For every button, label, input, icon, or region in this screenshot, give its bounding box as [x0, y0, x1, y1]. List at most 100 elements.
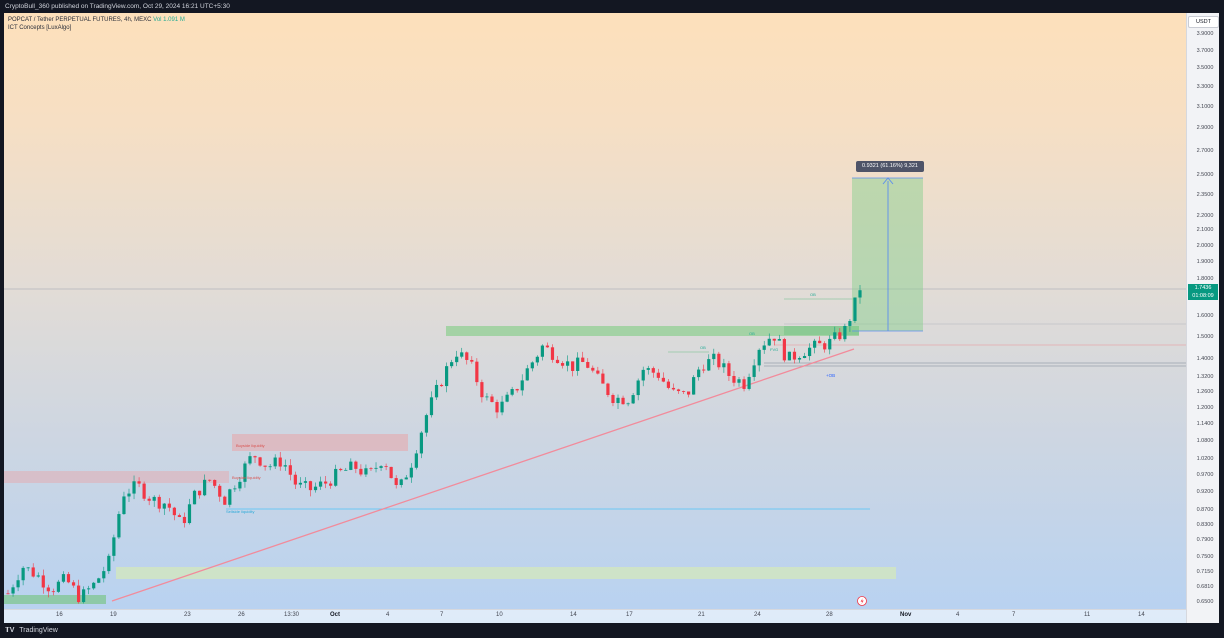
- candle-body[interactable]: [545, 345, 550, 348]
- candle-body[interactable]: [439, 384, 444, 387]
- candle-body[interactable]: [646, 368, 650, 370]
- candle-body[interactable]: [515, 389, 519, 391]
- candle-body[interactable]: [379, 466, 383, 468]
- candle-body[interactable]: [152, 496, 156, 501]
- candle-body[interactable]: [92, 582, 96, 589]
- candle-body[interactable]: [243, 463, 247, 482]
- candle-body[interactable]: [238, 481, 242, 489]
- target-zone[interactable]: [852, 178, 923, 331]
- price-axis[interactable]: 3.9000 3.7000 3.5000 3.3000 3.1000 2.9000 2.70…: [1186, 13, 1219, 623]
- candle-body[interactable]: [263, 465, 267, 467]
- candle-body[interactable]: [465, 352, 469, 360]
- indicator-name[interactable]: ICT Concepts [LuxAlgo]: [8, 25, 72, 31]
- candle-body[interactable]: [364, 468, 368, 475]
- candle-body[interactable]: [384, 466, 388, 467]
- candle-body[interactable]: [177, 515, 182, 517]
- candle-body[interactable]: [586, 361, 590, 368]
- candle-body[interactable]: [16, 580, 20, 588]
- candle-body[interactable]: [268, 466, 272, 468]
- candlestick-series[interactable]: [6, 285, 862, 604]
- candle-body[interactable]: [233, 488, 237, 490]
- candle-body[interactable]: [676, 389, 681, 392]
- candle-body[interactable]: [621, 397, 625, 405]
- candle-body[interactable]: [318, 481, 323, 487]
- candle-body[interactable]: [283, 465, 287, 467]
- candle-body[interactable]: [409, 467, 413, 478]
- candle-body[interactable]: [591, 367, 595, 371]
- candle-body[interactable]: [742, 379, 746, 389]
- candle-body[interactable]: [313, 486, 318, 491]
- candle-body[interactable]: [41, 575, 45, 588]
- candle-body[interactable]: [142, 483, 146, 499]
- candle-body[interactable]: [248, 456, 252, 464]
- candle-body[interactable]: [737, 379, 741, 383]
- chart-frame[interactable]: OB OB OB FVG Buyside liquidity Buyside l…: [4, 13, 1219, 623]
- candle-body[interactable]: [616, 397, 620, 404]
- candle-body[interactable]: [424, 415, 429, 433]
- candle-body[interactable]: [82, 589, 86, 603]
- candle-body[interactable]: [354, 461, 358, 469]
- candle-body[interactable]: [374, 467, 378, 469]
- candle-body[interactable]: [51, 591, 55, 593]
- candle-body[interactable]: [192, 490, 197, 505]
- candle-body[interactable]: [717, 353, 721, 368]
- candle-body[interactable]: [112, 537, 116, 556]
- candle-body[interactable]: [853, 297, 857, 321]
- candle-body[interactable]: [11, 587, 15, 594]
- candle-body[interactable]: [601, 373, 605, 384]
- candle-body[interactable]: [253, 456, 257, 458]
- candle-body[interactable]: [651, 368, 655, 373]
- candle-body[interactable]: [500, 401, 504, 413]
- candle-body[interactable]: [117, 514, 121, 538]
- candle-body[interactable]: [36, 575, 40, 577]
- candle-body[interactable]: [87, 588, 91, 590]
- candle-body[interactable]: [697, 369, 701, 378]
- candle-body[interactable]: [641, 369, 645, 381]
- candle-body[interactable]: [445, 366, 449, 387]
- candle-body[interactable]: [455, 356, 459, 363]
- candle-body[interactable]: [46, 587, 50, 592]
- candle-body[interactable]: [626, 403, 630, 405]
- candle-body[interactable]: [772, 338, 776, 341]
- candle-body[interactable]: [767, 338, 771, 346]
- candle-body[interactable]: [565, 361, 570, 366]
- candle-body[interactable]: [187, 504, 192, 524]
- candle-body[interactable]: [722, 363, 726, 368]
- candle-body[interactable]: [560, 363, 565, 366]
- candle-body[interactable]: [97, 578, 101, 583]
- candle-body[interactable]: [828, 338, 832, 350]
- candle-body[interactable]: [823, 343, 827, 350]
- candle-body[interactable]: [555, 359, 560, 364]
- candle-body[interactable]: [848, 320, 852, 326]
- candle-body[interactable]: [334, 468, 338, 486]
- candle-body[interactable]: [26, 567, 30, 569]
- candle-body[interactable]: [162, 503, 166, 509]
- candle-body[interactable]: [818, 340, 822, 344]
- candle-body[interactable]: [797, 358, 802, 360]
- candle-body[interactable]: [535, 356, 539, 363]
- candle-body[interactable]: [329, 483, 333, 486]
- candle-body[interactable]: [107, 555, 111, 572]
- candle-body[interactable]: [732, 375, 736, 383]
- candle-body[interactable]: [414, 453, 418, 468]
- candle-body[interactable]: [485, 396, 489, 398]
- candle-body[interactable]: [102, 571, 106, 579]
- price-chart[interactable]: OB OB OB FVG Buyside liquidity Buyside l…: [4, 13, 1186, 609]
- candle-body[interactable]: [369, 468, 373, 470]
- candle-body[interactable]: [71, 582, 76, 586]
- candle-body[interactable]: [596, 370, 600, 374]
- candle-body[interactable]: [757, 349, 761, 366]
- candle-body[interactable]: [389, 466, 393, 479]
- candle-body[interactable]: [520, 380, 524, 391]
- candle-body[interactable]: [6, 593, 10, 595]
- tradingview-logo-icon[interactable]: 𝗧V: [5, 627, 15, 634]
- candle-body[interactable]: [157, 496, 161, 509]
- candle-body[interactable]: [182, 516, 187, 524]
- candle-body[interactable]: [61, 574, 66, 582]
- candle-body[interactable]: [540, 345, 544, 357]
- candle-body[interactable]: [213, 479, 217, 486]
- candle-body[interactable]: [273, 457, 277, 467]
- candle-body[interactable]: [762, 345, 766, 350]
- candle-body[interactable]: [429, 397, 434, 416]
- candle-body[interactable]: [571, 361, 575, 371]
